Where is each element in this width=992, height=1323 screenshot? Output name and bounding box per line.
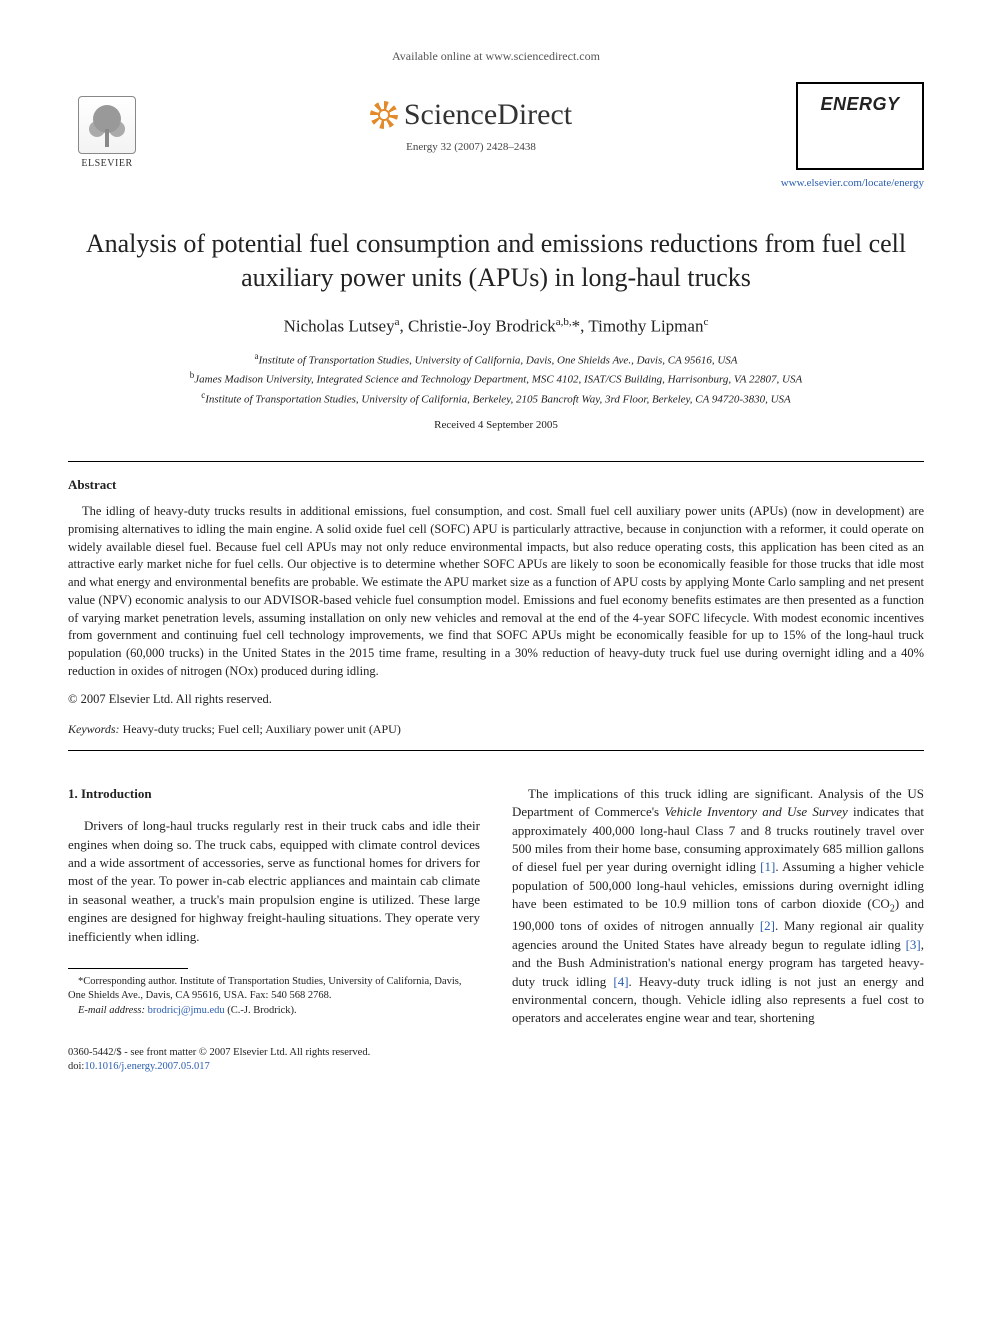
keywords-label: Keywords: [68,722,120,736]
column-left: 1. Introduction Drivers of long-haul tru… [68,785,480,1028]
publisher-banner: ELSEVIER ScienceDirect Energy 32 (2007) … [68,82,924,170]
divider-top [68,461,924,462]
corresponding-email-row: E-mail address: brodricj@jmu.edu (C.-J. … [68,1004,480,1018]
intro-paragraph-1: Drivers of long-haul trucks regularly re… [68,817,480,946]
affiliation-c: cInstitute of Transportation Studies, Un… [68,389,924,408]
affiliations: aInstitute of Transportation Studies, Un… [68,350,924,407]
intro-paragraph-2: The implications of this truck idling ar… [512,785,924,1028]
section-1-heading: 1. Introduction [68,785,480,803]
sciencedirect-block: ScienceDirect Energy 32 (2007) 2428–2438 [146,95,796,157]
corresponding-author-footnote: *Corresponding author. Institute of Tran… [68,975,480,1018]
journal-name: ENERGY [820,92,899,116]
author-list: Nicholas Lutseya, Christie-Joy Brodricka… [68,315,924,339]
keywords-row: Keywords: Heavy-duty trucks; Fuel cell; … [68,721,924,737]
received-date: Received 4 September 2005 [68,418,924,433]
citation-line: Energy 32 (2007) 2428–2438 [146,140,796,155]
elsevier-label: ELSEVIER [81,157,132,171]
footnote-separator [68,968,188,969]
sciencedirect-logo: ScienceDirect [370,95,572,136]
body-columns: 1. Introduction Drivers of long-haul tru… [68,785,924,1028]
journal-cover-box: ENERGY [796,82,924,170]
abstract-copyright: © 2007 Elsevier Ltd. All rights reserved… [68,691,924,708]
journal-homepage-link-row: www.elsevier.com/locate/energy [68,176,924,191]
email-label: E-mail address: [78,1005,145,1016]
ref-link-1[interactable]: [1] [760,859,775,874]
ref-link-4[interactable]: [4] [613,974,628,989]
affiliation-b: bJames Madison University, Integrated Sc… [68,369,924,388]
sciencedirect-sun-icon [370,101,398,129]
ref-link-2[interactable]: [2] [760,918,775,933]
ref-link-3[interactable]: [3] [906,937,921,952]
page-footer: 0360-5442/$ - see front matter © 2007 El… [68,1046,924,1074]
abstract-body: The idling of heavy-duty trucks results … [68,503,924,681]
doi-row: doi:10.1016/j.energy.2007.05.017 [68,1060,370,1074]
header-availability: Available online at www.sciencedirect.co… [68,48,924,64]
doi-link[interactable]: 10.1016/j.energy.2007.05.017 [84,1061,209,1072]
sciencedirect-brand: ScienceDirect [404,95,572,136]
column-right: The implications of this truck idling ar… [512,785,924,1028]
availability-text: Available online at www.sciencedirect.co… [392,49,600,63]
survey-title: Vehicle Inventory and Use Survey [664,804,847,819]
doi-label: doi: [68,1061,84,1072]
divider-bottom [68,750,924,751]
keywords-list: Heavy-duty trucks; Fuel cell; Auxiliary … [123,722,401,736]
abstract-text: The idling of heavy-duty trucks results … [68,503,924,681]
corresponding-email-link[interactable]: brodricj@jmu.edu [148,1005,225,1016]
abstract-heading: Abstract [68,476,924,494]
affiliation-a: aInstitute of Transportation Studies, Un… [68,350,924,369]
elsevier-logo: ELSEVIER [68,82,146,170]
article-title: Analysis of potential fuel consumption a… [78,227,914,295]
footer-left: 0360-5442/$ - see front matter © 2007 El… [68,1046,370,1074]
corresponding-text: *Corresponding author. Institute of Tran… [68,975,480,1003]
front-matter-line: 0360-5442/$ - see front matter © 2007 El… [68,1046,370,1060]
elsevier-tree-icon [78,96,136,154]
email-attribution: (C.-J. Brodrick). [227,1005,296,1016]
journal-homepage-link[interactable]: www.elsevier.com/locate/energy [781,177,924,189]
